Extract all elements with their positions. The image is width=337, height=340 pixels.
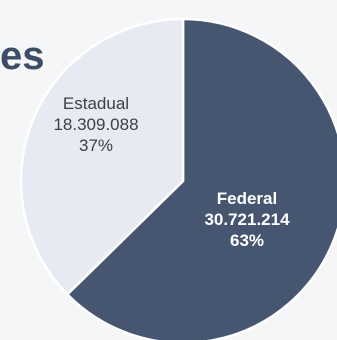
slice-name-label-estadual: Estadual — [63, 94, 129, 113]
slice-value-label-federal: 30.721.214 — [204, 210, 290, 229]
pie-slice-federal — [66, 17, 337, 340]
slice-percent-label-estadual: 37% — [79, 136, 113, 155]
slice-percent-label-federal: 63% — [230, 231, 264, 250]
pie-slice-estadual — [19, 17, 185, 296]
slice-name-label-federal: Federal — [217, 189, 277, 208]
slice-value-label-estadual: 18.309.088 — [53, 115, 138, 134]
page-heading-fragment: es — [0, 34, 45, 78]
